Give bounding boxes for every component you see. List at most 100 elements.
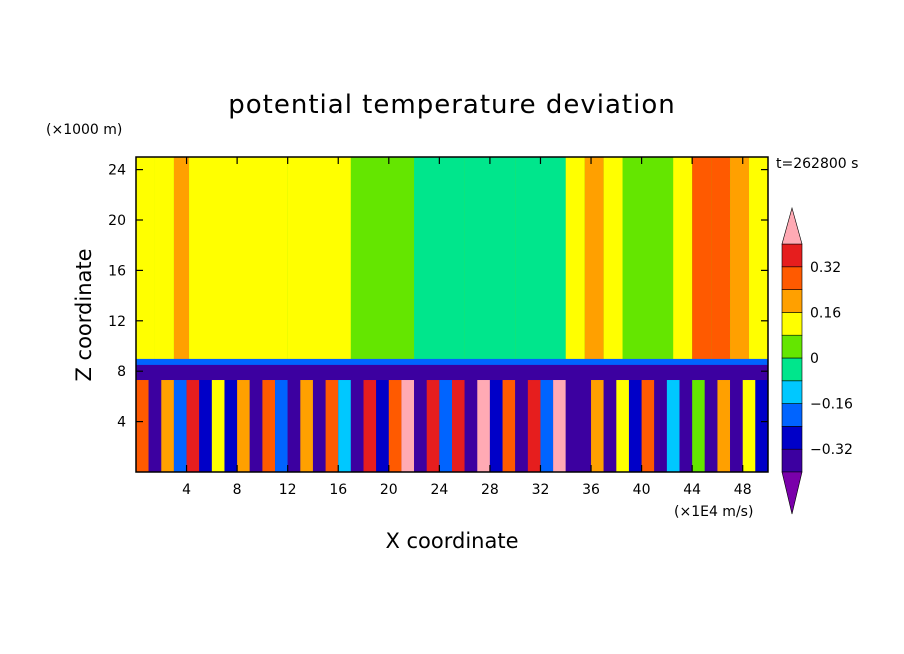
lower-column-24 xyxy=(439,380,452,472)
upper-column-3 xyxy=(189,157,288,365)
lower-column-20 xyxy=(388,380,402,472)
lower-column-37 xyxy=(603,380,617,472)
upper-column-14 xyxy=(673,157,693,365)
lower-column-38 xyxy=(616,380,629,472)
colorbar-segment xyxy=(781,448,803,473)
x-tick-label: 12 xyxy=(279,482,297,498)
upper-column-1 xyxy=(154,157,174,365)
x-tick-label: 36 xyxy=(582,482,600,498)
upper-column-0 xyxy=(136,157,155,365)
lower-column-42 xyxy=(666,380,680,472)
y-tick-label: 16 xyxy=(108,263,126,279)
x-axis-label: X coordinate xyxy=(385,529,518,553)
lower-column-23 xyxy=(426,380,440,472)
lower-column-44 xyxy=(692,380,705,472)
y-tick-label: 20 xyxy=(108,213,126,229)
lower-column-27 xyxy=(477,380,490,472)
upper-column-8 xyxy=(464,157,516,365)
y-unit-label: (×1000 m) xyxy=(46,122,122,138)
lower-column-11 xyxy=(275,380,288,472)
upper-column-18 xyxy=(749,157,768,365)
upper-column-5 xyxy=(350,157,377,365)
colorbar-tick-label: −0.16 xyxy=(810,397,853,413)
x-tick-label: 24 xyxy=(430,482,448,498)
lower-column-25 xyxy=(452,380,465,472)
lower-column-6 xyxy=(211,380,225,472)
upper-column-16 xyxy=(711,157,731,365)
upper-column-9 xyxy=(515,157,566,365)
x-tick-label: 8 xyxy=(233,482,242,498)
colorbar-tick-label: 0.32 xyxy=(810,260,841,276)
upper-column-17 xyxy=(730,157,750,365)
colorbar-segment xyxy=(781,266,803,290)
colorbar-segment xyxy=(781,243,803,268)
y-axis-label: Z coordinate xyxy=(72,248,96,381)
lower-column-41 xyxy=(654,380,667,472)
lower-column-45 xyxy=(704,380,718,472)
upper-column-6 xyxy=(376,157,415,365)
colorbar-extend-top xyxy=(781,206,803,245)
x-tick-label: 20 xyxy=(380,482,398,498)
lower-column-29 xyxy=(502,380,516,472)
lower-column-17 xyxy=(350,380,364,472)
lower-column-43 xyxy=(679,380,693,472)
upper-column-13 xyxy=(622,157,674,365)
lower-column-5 xyxy=(199,380,212,472)
lower-column-35 xyxy=(578,380,592,472)
boundary-transition xyxy=(136,358,768,367)
lower-column-39 xyxy=(628,380,642,472)
lower-column-47 xyxy=(730,380,743,472)
colorbar-segment xyxy=(781,334,803,359)
colorbar-segment xyxy=(781,403,803,427)
lower-column-26 xyxy=(464,380,478,472)
y-axis-ticks: 4 8 12 16 20 24 xyxy=(108,163,768,431)
colorbar-segment xyxy=(781,357,803,382)
x-tick-label: 44 xyxy=(683,482,701,498)
lower-column-33 xyxy=(553,380,566,472)
lower-column-36 xyxy=(591,380,604,472)
plot-frame xyxy=(135,156,769,473)
lower-column-0 xyxy=(136,380,149,472)
lower-column-4 xyxy=(186,380,200,472)
upper-column-15 xyxy=(692,157,712,365)
colorbar-tick-label: 0.16 xyxy=(810,305,841,321)
y-tick-label: 4 xyxy=(117,415,126,431)
lower-column-34 xyxy=(565,380,579,472)
lower-column-18 xyxy=(363,380,377,472)
lower-column-12 xyxy=(287,380,301,472)
colorbar: 0.32 0.16 0 −0.16 −0.32 xyxy=(781,206,853,515)
y-tick-label: 12 xyxy=(108,314,126,330)
lower-column-8 xyxy=(237,380,250,472)
x-tick-label: 40 xyxy=(633,482,651,498)
lower-column-21 xyxy=(401,380,415,472)
x-tick-label: 4 xyxy=(182,482,191,498)
x-tick-label: 32 xyxy=(532,482,550,498)
plot-area xyxy=(136,157,768,472)
chart-title: potential temperature deviation xyxy=(228,90,675,120)
lower-column-15 xyxy=(325,380,339,472)
lower-column-7 xyxy=(224,380,238,472)
lower-column-10 xyxy=(262,380,276,472)
lower-column-1 xyxy=(148,380,162,472)
lower-column-28 xyxy=(489,380,503,472)
lower-column-16 xyxy=(338,380,351,472)
colorbar-tick-label: −0.32 xyxy=(810,442,853,458)
lower-column-14 xyxy=(312,380,326,472)
lower-column-9 xyxy=(249,380,263,472)
lower-column-13 xyxy=(300,380,313,472)
colorbar-segment xyxy=(781,312,803,336)
x-tick-label: 28 xyxy=(481,482,499,498)
upper-column-12 xyxy=(603,157,623,365)
x-tick-label: 16 xyxy=(329,482,347,498)
lower-column-2 xyxy=(161,380,174,472)
lower-column-30 xyxy=(515,380,528,472)
colorbar-segment xyxy=(781,289,803,313)
lower-column-46 xyxy=(717,380,731,472)
upper-column-10 xyxy=(565,157,585,365)
x-axis-ticks: 4 8 12 16 20 24 28 32 36 40 44 48 xyxy=(182,157,752,498)
colorbar-segment xyxy=(781,426,803,450)
colorbar-extend-bottom xyxy=(781,471,803,515)
x-unit-label: (×1E4 m/s) xyxy=(674,504,753,520)
lower-column-19 xyxy=(376,380,389,472)
